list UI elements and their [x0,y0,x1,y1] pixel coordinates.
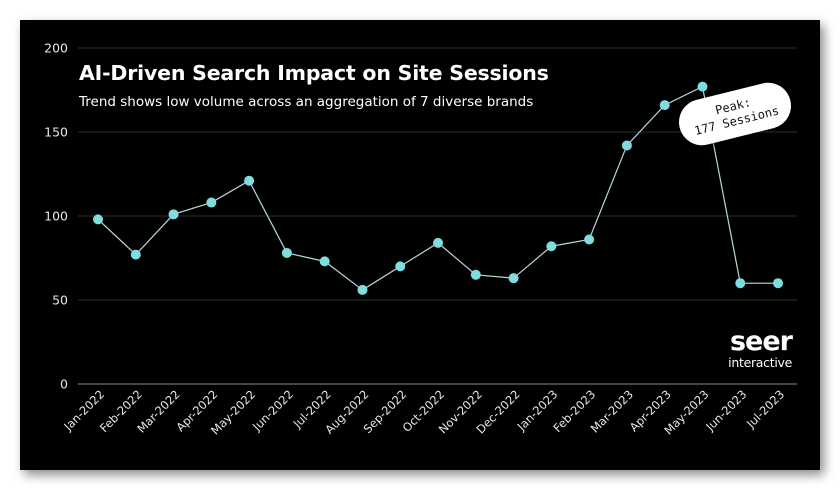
data-point [433,237,444,248]
x-axis-ticks: Jan-2022Feb-2022Mar-2022Apr-2022May-2022… [60,387,787,437]
series-line [97,85,779,291]
data-point [281,247,292,258]
data-point [244,175,255,186]
gridlines [78,47,797,385]
data-point [735,278,746,289]
data-point [319,256,330,267]
data-point [773,278,784,289]
y-tick-label: 150 [44,125,68,140]
x-tick-label: Jun-2023 [702,387,749,434]
data-point [697,81,708,92]
data-point [621,140,632,151]
logo-wordmark: seer [729,326,793,357]
y-tick-label: 50 [52,293,68,308]
data-point [206,197,217,208]
data-point [130,249,141,260]
data-point [470,269,481,280]
data-point [93,214,103,225]
data-point [395,261,406,272]
y-tick-label: 100 [44,209,68,224]
chart-title: AI-Driven Search Impact on Site Sessions [79,61,549,85]
y-tick-label: 0 [60,377,68,392]
y-tick-label: 200 [44,41,68,56]
logo-tagline: interactive [728,355,792,370]
data-point [659,100,670,111]
data-point [168,209,179,220]
data-markers [93,81,784,295]
data-point [546,241,557,252]
x-tick-label: Jul-2023 [743,387,787,431]
data-point [584,234,595,245]
chart-subtitle: Trend shows low volume across an aggrega… [79,94,534,110]
x-tick-label: Jun-2022 [249,387,296,434]
seer-interactive-logo: seer interactive [712,326,793,370]
data-point [508,273,519,284]
data-point [357,284,368,295]
y-axis-ticks: 0 50 100 150 200 [44,41,68,392]
